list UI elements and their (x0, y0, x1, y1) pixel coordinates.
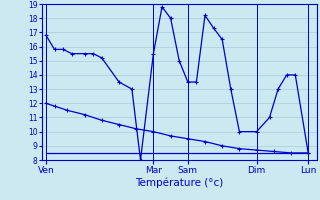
X-axis label: Température (°c): Température (°c) (135, 177, 223, 188)
